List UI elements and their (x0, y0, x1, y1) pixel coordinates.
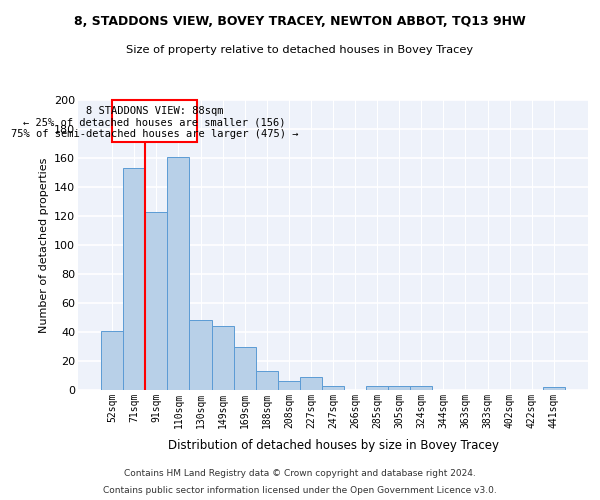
Bar (233, 346, 256, 390)
Bar (101, 330, 123, 390)
Text: 8, STADDONS VIEW, BOVEY TRACEY, NEWTON ABBOT, TQ13 9HW: 8, STADDONS VIEW, BOVEY TRACEY, NEWTON A… (74, 15, 526, 28)
Bar (112, 100, 197, 142)
Bar (145, 212, 167, 390)
Bar (366, 386, 388, 390)
Text: 8 STADDONS VIEW: 88sqm: 8 STADDONS VIEW: 88sqm (86, 106, 223, 116)
Text: Size of property relative to detached houses in Bovey Tracey: Size of property relative to detached ho… (127, 45, 473, 55)
Bar (543, 387, 565, 390)
Text: 75% of semi-detached houses are larger (475) →: 75% of semi-detached houses are larger (… (11, 129, 298, 139)
Bar (190, 320, 212, 390)
Bar (322, 386, 344, 390)
Bar (167, 156, 190, 390)
X-axis label: Distribution of detached houses by size in Bovey Tracey: Distribution of detached houses by size … (167, 439, 499, 452)
Bar (212, 326, 233, 390)
Text: Contains public sector information licensed under the Open Government Licence v3: Contains public sector information licen… (103, 486, 497, 495)
Bar (278, 382, 300, 390)
Bar (410, 386, 433, 390)
Y-axis label: Number of detached properties: Number of detached properties (38, 158, 49, 332)
Bar (300, 377, 322, 390)
Bar (388, 386, 410, 390)
Bar (256, 371, 278, 390)
Text: Contains HM Land Registry data © Crown copyright and database right 2024.: Contains HM Land Registry data © Crown c… (124, 468, 476, 477)
Text: ← 25% of detached houses are smaller (156): ← 25% of detached houses are smaller (15… (23, 118, 286, 128)
Bar (123, 168, 145, 390)
